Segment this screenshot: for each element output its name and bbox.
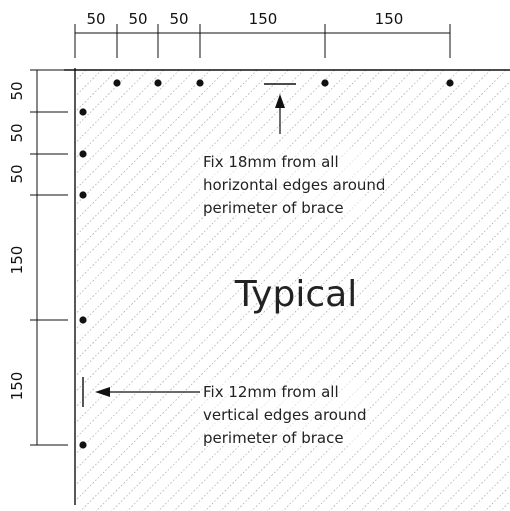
note-line: horizontal edges around xyxy=(203,176,385,194)
top-dimension-label: 150 xyxy=(375,10,404,28)
fastener-dot xyxy=(113,79,121,87)
top-dimension-label: 50 xyxy=(169,10,188,28)
left-dimension-line xyxy=(30,69,68,446)
left-fastener-column xyxy=(79,108,87,449)
top-dimension-label: 50 xyxy=(86,10,105,28)
fastener-dot xyxy=(79,108,87,116)
fastener-dot xyxy=(321,79,329,87)
fastener-dot xyxy=(79,316,87,324)
fastener-dot xyxy=(196,79,204,87)
leader-arrow-left xyxy=(95,387,200,397)
top-fastener-row xyxy=(113,79,454,87)
note-line: perimeter of brace xyxy=(203,199,344,217)
top-dimension-line xyxy=(74,24,451,58)
fastener-dot xyxy=(79,150,87,158)
left-dimension-label: 150 xyxy=(8,372,26,401)
fastener-dot xyxy=(446,79,454,87)
fastener-dot xyxy=(79,441,87,449)
fastener-dot xyxy=(154,79,162,87)
fastener-dot xyxy=(79,191,87,199)
top-dimension-label: 150 xyxy=(249,10,278,28)
top-dimension-label: 50 xyxy=(128,10,147,28)
left-dimension-label: 50 xyxy=(8,81,26,100)
vertical-fixing-note: Fix 12mm from all vertical edges around … xyxy=(200,378,367,447)
note-line: vertical edges around xyxy=(203,406,367,424)
left-dimension-label: 50 xyxy=(8,164,26,183)
left-dimension-label: 50 xyxy=(8,123,26,142)
horizontal-fixing-note: Fix 18mm from all horizontal edges aroun… xyxy=(200,148,385,217)
note-line: Fix 12mm from all xyxy=(203,383,339,401)
note-line: perimeter of brace xyxy=(203,429,344,447)
note-line: Fix 18mm from all xyxy=(203,153,339,171)
center-label: Typical xyxy=(234,274,357,315)
left-dimension-label: 150 xyxy=(8,246,26,275)
leader-arrow-up xyxy=(275,94,285,134)
